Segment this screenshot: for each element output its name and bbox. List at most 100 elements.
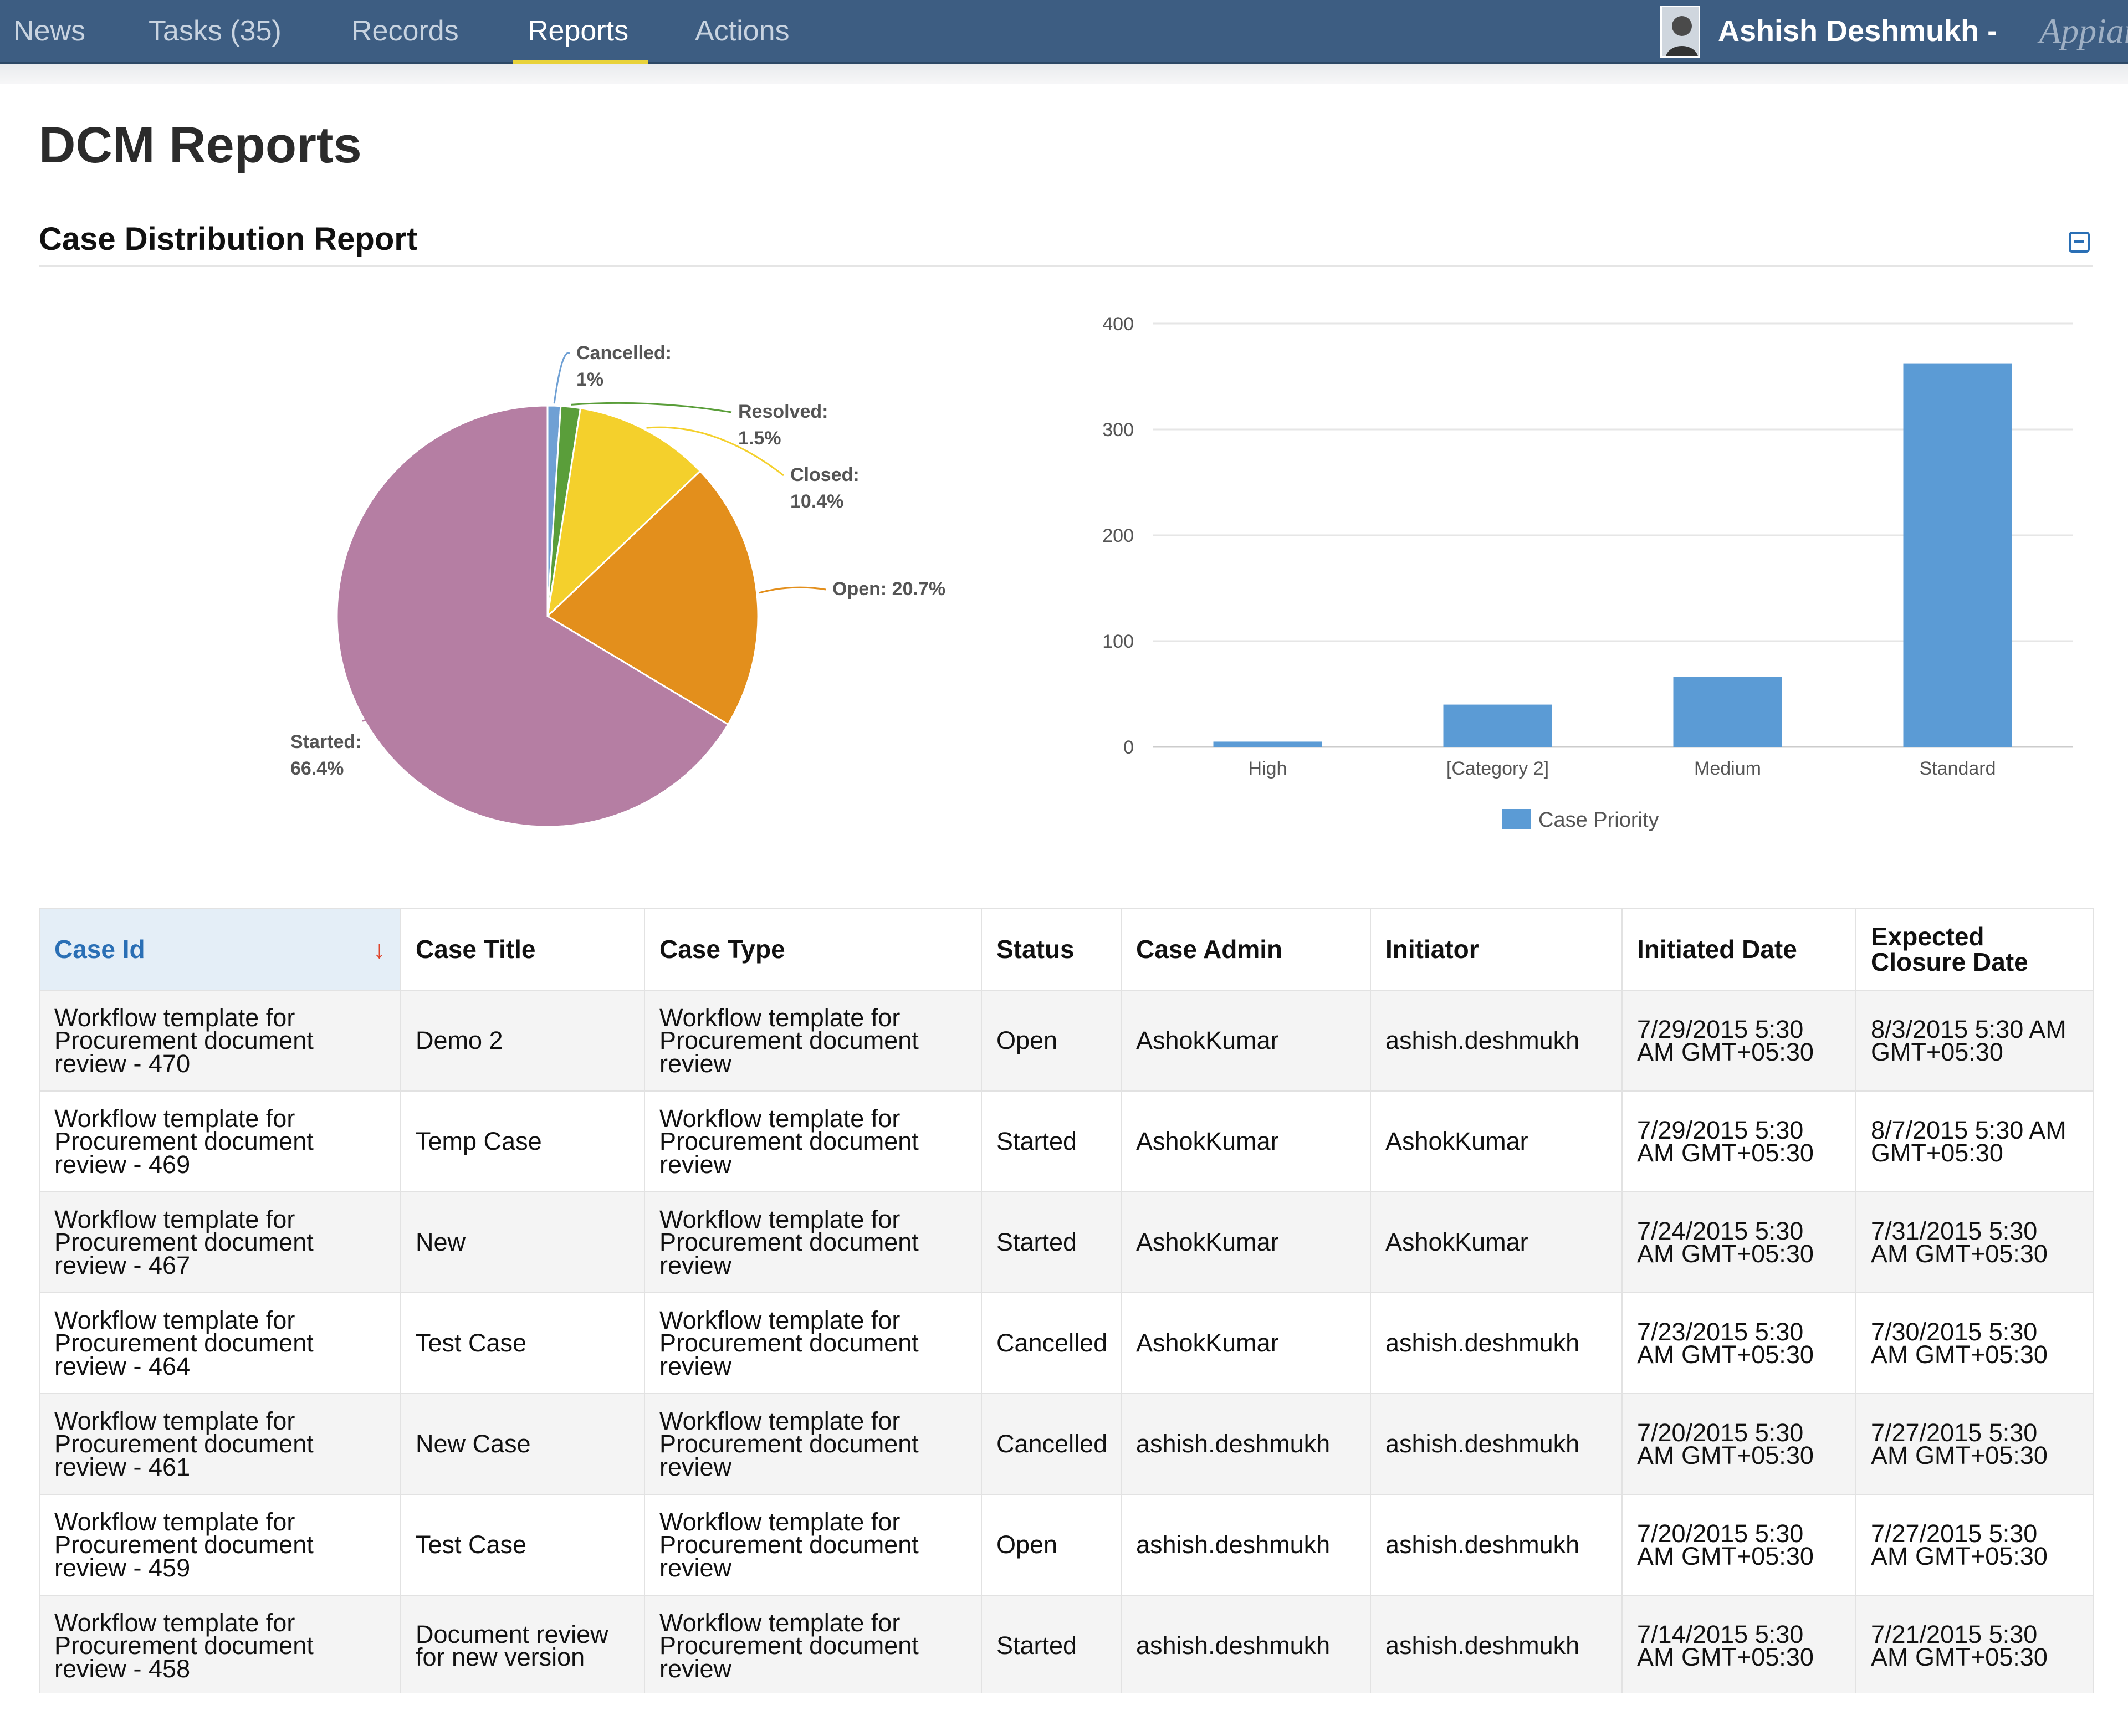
table-row[interactable]: Workflow template for Procurement docume…	[39, 990, 2094, 1092]
sort-descending-icon[interactable]: ↓	[373, 935, 386, 964]
cell-case-type: Workflow template for Procurement docume…	[644, 1292, 982, 1394]
case-priority-bar-chart: 0 100 200 300 400 High [Category 2] Medium Stand…	[1102, 314, 2073, 832]
cell-case-id[interactable]: Workflow template for Procurement docume…	[39, 1191, 401, 1293]
pie-connector-cancelled	[553, 352, 570, 404]
column-header-case-id[interactable]: Case Id ↓	[39, 908, 401, 991]
cell-case-admin: AshokKumar	[1121, 990, 1371, 1092]
column-header-case-admin[interactable]: Case Admin	[1121, 908, 1371, 991]
y-tick-label: 300	[1102, 419, 1134, 441]
collapse-section-icon[interactable]	[2069, 232, 2090, 253]
cell-initiator: ashish.deshmukh	[1370, 1292, 1623, 1394]
column-header-label: Case Type	[659, 935, 785, 964]
y-tick-label: 100	[1102, 631, 1134, 652]
cell-status: Cancelled	[981, 1393, 1122, 1495]
legend-swatch	[1502, 809, 1531, 829]
column-header-label: Case Id	[54, 935, 145, 964]
table-row[interactable]: Workflow template for Procurement docume…	[39, 1393, 2094, 1495]
cell-case-id[interactable]: Workflow template for Procurement docume…	[39, 1292, 401, 1394]
table-row[interactable]: Workflow template for Procurement docume…	[39, 1090, 2094, 1192]
table-row[interactable]: Workflow template for Procurement docume…	[39, 1595, 2094, 1697]
nav-tab-actions[interactable]: Actions	[695, 15, 790, 47]
pie-connector-resolved	[571, 402, 732, 413]
column-header-initiated-date[interactable]: Initiated Date	[1621, 908, 1856, 991]
column-header-label: Initiated Date	[1637, 935, 1797, 964]
cell-expected-closure-date: 7/30/2015 5:30 AM GMT+05:30	[1855, 1292, 2094, 1394]
pie-slice-closed[interactable]	[546, 407, 702, 619]
cell-status: Started	[981, 1191, 1122, 1293]
cell-case-id[interactable]: Workflow template for Procurement docume…	[39, 1595, 401, 1697]
x-tick-label: Standard	[1920, 758, 1996, 779]
column-header-label: Expected Closure Date	[1871, 922, 2028, 976]
cell-status: Started	[981, 1595, 1122, 1697]
x-tick-label: Medium	[1694, 758, 1761, 779]
y-tick-label: 0	[1123, 737, 1134, 758]
cell-expected-closure-date: 7/21/2015 5:30 AM GMT+05:30	[1855, 1595, 2094, 1697]
nav-tab-news[interactable]: News	[13, 15, 86, 47]
cell-case-id[interactable]: Workflow template for Procurement docume…	[39, 1494, 401, 1596]
pie-slice-open[interactable]	[546, 470, 759, 726]
column-header-expected-closure-date[interactable]: Expected Closure Date	[1855, 908, 2094, 991]
user-menu[interactable]: Ashish Deshmukh -	[1718, 14, 1998, 48]
user-avatar[interactable]	[1660, 6, 1700, 58]
cell-expected-closure-date: 8/3/2015 5:30 AM GMT+05:30	[1855, 990, 2094, 1092]
pie-connector-started	[362, 719, 395, 741]
cell-case-title: Test Case	[400, 1494, 645, 1596]
page-title: DCM Reports	[39, 117, 362, 173]
nav-tab-tasks[interactable]: Tasks (35)	[149, 15, 282, 47]
column-header-case-type[interactable]: Case Type	[644, 908, 982, 991]
table-row[interactable]: Workflow template for Procurement docume…	[39, 1494, 2094, 1596]
bar-high[interactable]	[1213, 741, 1322, 747]
cell-case-title: Document review for new version	[400, 1595, 645, 1697]
legend-label: Case Priority	[1538, 808, 1659, 832]
column-header-case-title[interactable]: Case Title	[400, 908, 645, 991]
cell-initiated-date: 7/14/2015 5:30 AM GMT+05:30	[1621, 1595, 1856, 1697]
case-status-pie-chart: Cancelled: 1% Resolved: 1.5% Closed: 10.4% Ope…	[290, 342, 945, 828]
column-header-label: Case Admin	[1136, 935, 1283, 964]
cell-initiator: AshokKumar	[1370, 1090, 1623, 1192]
cell-initiated-date: 7/20/2015 5:30 AM GMT+05:30	[1621, 1494, 1856, 1596]
cell-initiator: ashish.deshmukh	[1370, 990, 1623, 1092]
table-row[interactable]: Workflow template for Procurement docume…	[39, 1191, 2094, 1293]
bar-medium[interactable]	[1673, 677, 1782, 747]
cell-status: Open	[981, 990, 1122, 1092]
cell-initiator: ashish.deshmukh	[1370, 1494, 1623, 1596]
cell-expected-closure-date: 7/27/2015 5:30 AM GMT+05:30	[1855, 1393, 2094, 1495]
bar-standard[interactable]	[1903, 363, 2012, 747]
cell-status: Open	[981, 1494, 1122, 1596]
cell-case-admin: AshokKumar	[1121, 1292, 1371, 1394]
cell-case-id[interactable]: Workflow template for Procurement docume…	[39, 990, 401, 1092]
cell-case-title: New Case	[400, 1393, 645, 1495]
cell-case-type: Workflow template for Procurement docume…	[644, 990, 982, 1092]
cell-case-id[interactable]: Workflow template for Procurement docume…	[39, 1090, 401, 1192]
column-header-initiator[interactable]: Initiator	[1370, 908, 1623, 991]
active-tab-indicator	[513, 60, 648, 65]
cell-status: Cancelled	[981, 1292, 1122, 1394]
cell-case-id[interactable]: Workflow template for Procurement docume…	[39, 1393, 401, 1495]
nav-tab-reports[interactable]: Reports	[528, 15, 629, 47]
cell-case-title: Demo 2	[400, 990, 645, 1092]
pie-label-cancelled: Cancelled: 1%	[576, 342, 672, 390]
cell-initiator: ashish.deshmukh	[1370, 1595, 1623, 1697]
x-tick-label: [Category 2]	[1446, 758, 1549, 779]
section-title: Case Distribution Report	[39, 221, 418, 257]
column-header-status[interactable]: Status	[981, 908, 1122, 991]
table-row[interactable]: Workflow template for Procurement docume…	[39, 1292, 2094, 1394]
column-header-label: Status	[996, 935, 1075, 964]
page-bottom	[0, 1693, 2128, 1736]
cell-initiated-date: 7/29/2015 5:30 AM GMT+05:30	[1621, 990, 1856, 1092]
cell-status: Started	[981, 1090, 1122, 1192]
cell-case-admin: ashish.deshmukh	[1121, 1595, 1371, 1697]
cell-case-type: Workflow template for Procurement docume…	[644, 1191, 982, 1293]
cell-initiated-date: 7/23/2015 5:30 AM GMT+05:30	[1621, 1292, 1856, 1394]
cell-case-type: Workflow template for Procurement docume…	[644, 1393, 982, 1495]
cell-case-type: Workflow template for Procurement docume…	[644, 1494, 982, 1596]
nav-tab-records[interactable]: Records	[351, 15, 459, 47]
cell-initiated-date: 7/29/2015 5:30 AM GMT+05:30	[1621, 1090, 1856, 1192]
cell-expected-closure-date: 7/31/2015 5:30 AM GMT+05:30	[1855, 1191, 2094, 1293]
header-shadow	[0, 64, 2128, 84]
bar-category-2[interactable]	[1443, 704, 1552, 747]
column-header-label: Case Title	[416, 935, 536, 964]
x-tick-label: High	[1249, 758, 1287, 779]
cell-initiated-date: 7/20/2015 5:30 AM GMT+05:30	[1621, 1393, 1856, 1495]
cell-case-admin: AshokKumar	[1121, 1090, 1371, 1192]
